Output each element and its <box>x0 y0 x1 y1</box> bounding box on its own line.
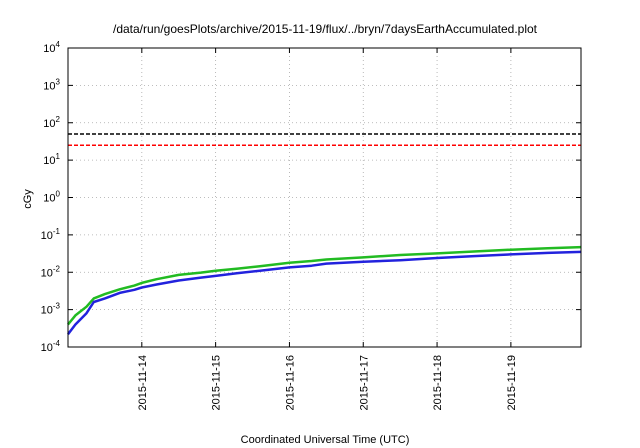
y-ticks: 104 103 102 101 100 10-1 10-2 10-3 10-4 <box>41 40 581 354</box>
x-tick-label: 2015-11-18 <box>432 355 444 410</box>
y-tick-label: 10-4 <box>41 339 61 354</box>
series-line-1 <box>67 250 582 335</box>
x-tick-label: 2015-11-17 <box>358 355 370 410</box>
chart-title: /data/run/goesPlots/archive/2015-11-19/f… <box>113 22 538 36</box>
y-tick-label: 104 <box>43 40 60 55</box>
y-tick-label: 101 <box>43 152 60 167</box>
reference-lines <box>68 133 581 147</box>
y-tick-label: 102 <box>43 115 60 130</box>
series-line-0 <box>67 245 582 326</box>
grid <box>68 47 581 348</box>
y-tick-label: 10-1 <box>41 227 61 242</box>
y-tick-label: 10-2 <box>41 264 61 279</box>
y-axis-label: cGy <box>22 189 34 209</box>
x-ticks: 2015-11-14 2015-11-15 2015-11-16 2015-11-17… <box>137 48 518 410</box>
x-axis-label: Coordinated Universal Time (UTC) <box>241 434 410 446</box>
y-tick-label: 103 <box>43 77 60 92</box>
series-lines <box>67 245 582 335</box>
x-tick-label: 2015-11-15 <box>211 355 223 410</box>
x-tick-label: 2015-11-16 <box>284 355 296 410</box>
x-tick-label: 2015-11-14 <box>137 355 149 410</box>
y-tick-label: 10-3 <box>41 302 61 317</box>
x-tick-label: 2015-11-19 <box>506 355 518 410</box>
y-tick-label: 100 <box>43 190 60 205</box>
